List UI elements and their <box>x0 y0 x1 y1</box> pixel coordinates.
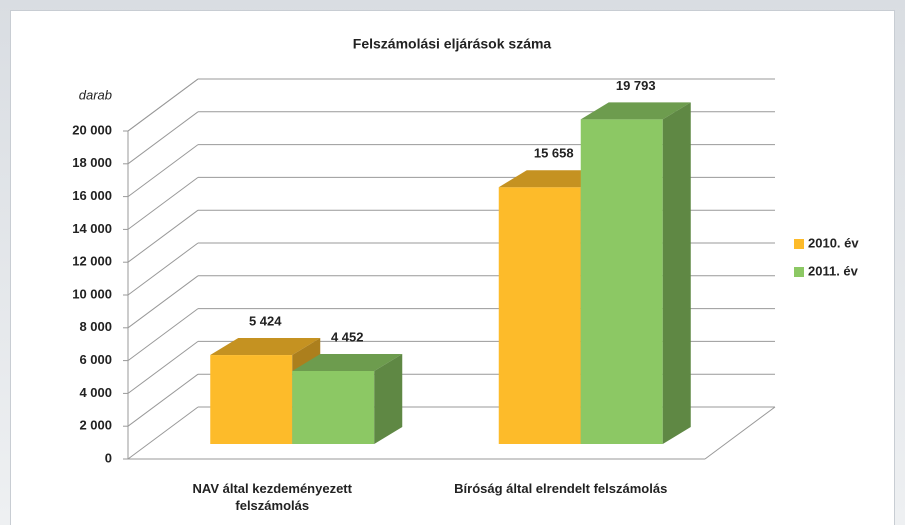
floor-right <box>704 406 776 460</box>
legend-swatch <box>794 239 804 249</box>
y-tick-label: 0 <box>105 450 112 465</box>
y-tick-label: 16 000 <box>72 188 112 203</box>
grid-line <box>127 308 199 362</box>
legend-swatch <box>794 267 804 277</box>
grid-line <box>127 275 199 329</box>
grid-line <box>127 209 199 263</box>
grid-line <box>127 242 199 296</box>
y-axis-label: darab <box>79 87 112 102</box>
bar-top <box>210 338 321 356</box>
grid-line <box>127 78 199 132</box>
grid-line <box>127 406 199 460</box>
grid-line <box>127 340 199 394</box>
y-tick-label: 14 000 <box>72 221 112 236</box>
y-tick-label: 8 000 <box>79 319 112 334</box>
bar-front <box>580 119 663 444</box>
y-tick-label: 4 000 <box>79 385 112 400</box>
data-label: 19 793 <box>616 78 656 93</box>
bar-top <box>292 353 403 371</box>
bar-front <box>210 355 293 444</box>
y-tick-label: 18 000 <box>72 155 112 170</box>
bar-front <box>292 370 375 444</box>
x-tick-label: NAV által kezdeményezett felszámolás <box>192 481 352 513</box>
y-tick-label: 10 000 <box>72 286 112 301</box>
legend-label: 2011. év <box>808 263 859 278</box>
grid-line <box>127 144 199 198</box>
chart-title: Felszámolási eljárások száma <box>353 36 552 52</box>
bar-top <box>580 102 691 120</box>
chart-panel <box>10 10 895 525</box>
legend-label: 2010. év <box>808 235 859 250</box>
grid-line <box>127 176 199 230</box>
data-label: 15 658 <box>534 146 574 161</box>
grid-line <box>127 111 199 165</box>
bar-side <box>662 102 691 444</box>
bar-front <box>498 187 581 444</box>
x-tick-label: Bíróság által elrendelt felszámolás <box>454 481 668 496</box>
data-label: 5 424 <box>249 313 282 328</box>
y-tick-label: 6 000 <box>79 352 112 367</box>
y-tick-label: 12 000 <box>72 254 112 269</box>
grid-line <box>127 373 199 427</box>
bar-side <box>374 353 403 444</box>
y-tick-label: 20 000 <box>72 122 112 137</box>
data-label: 4 452 <box>331 329 364 344</box>
y-tick-label: 2 000 <box>79 418 112 433</box>
